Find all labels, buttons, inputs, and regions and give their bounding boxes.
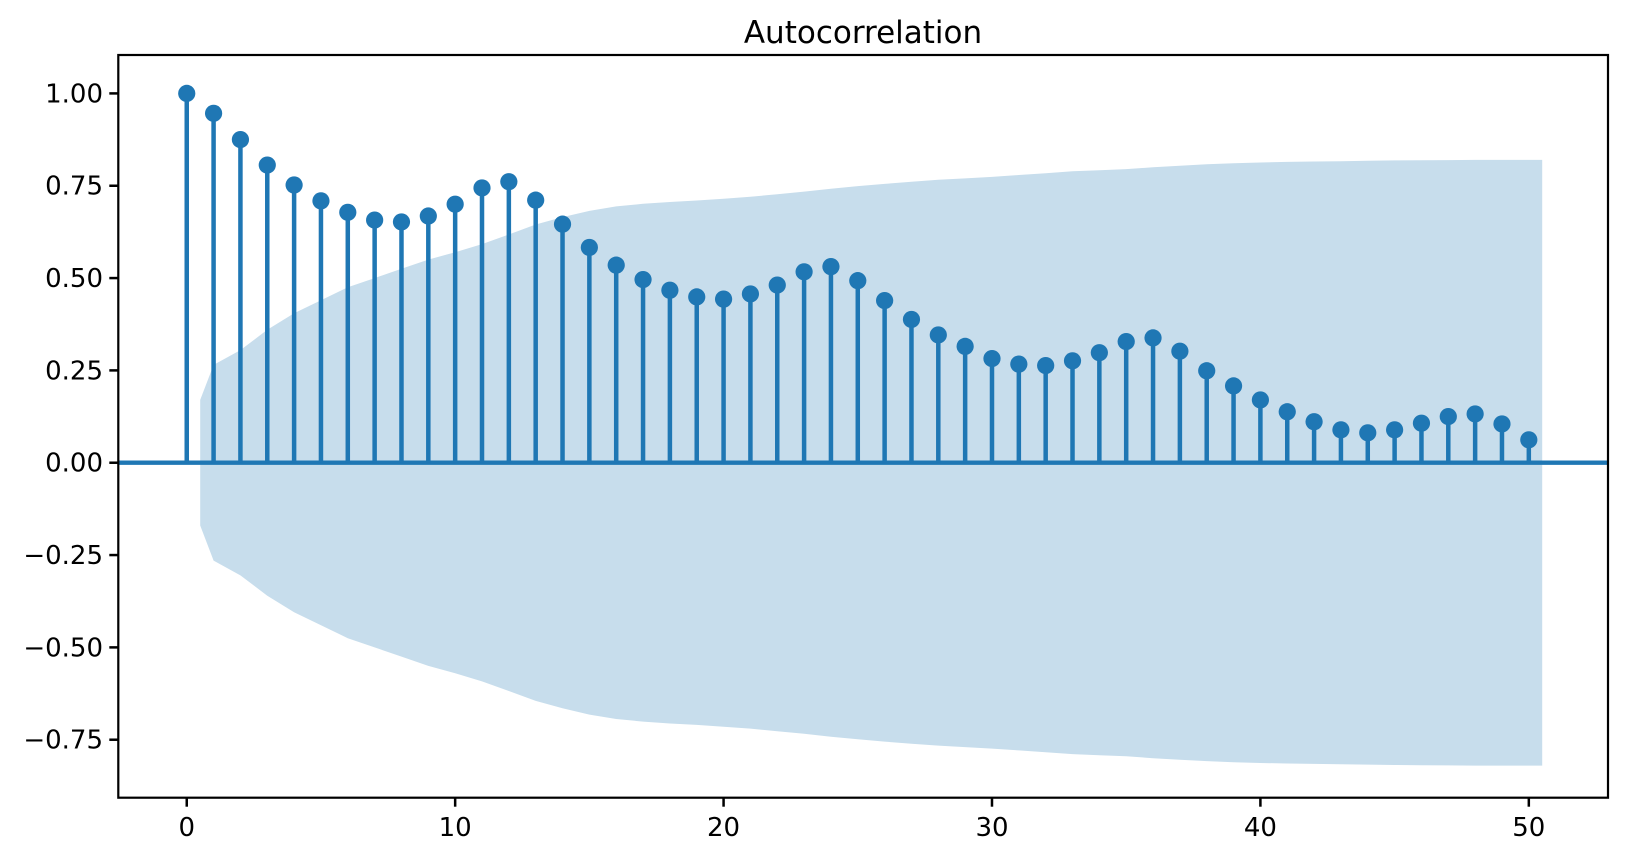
marker-lag-8 xyxy=(392,213,411,231)
marker-lag-37 xyxy=(1171,342,1189,360)
marker-lag-24 xyxy=(822,258,840,276)
marker-lag-23 xyxy=(795,263,813,281)
y-tick-label--0.25: −0.25 xyxy=(23,541,103,571)
axes xyxy=(109,53,1610,807)
marker-lag-26 xyxy=(876,291,894,310)
marker-lag-25 xyxy=(849,272,867,290)
marker-lag-33 xyxy=(1063,352,1082,370)
marker-lag-35 xyxy=(1117,332,1135,351)
marker-lag-15 xyxy=(580,238,598,257)
y-tick-label--0.5: −0.50 xyxy=(23,633,103,663)
marker-lag-45 xyxy=(1386,421,1404,439)
marker-lag-31 xyxy=(1010,355,1028,373)
marker-lag-48 xyxy=(1466,405,1484,423)
marker-lag-17 xyxy=(634,270,652,289)
marker-lag-12 xyxy=(500,173,518,191)
y-tick-label-0.25: 0.25 xyxy=(45,356,103,386)
marker-lag-32 xyxy=(1037,356,1055,375)
marker-lag-13 xyxy=(527,191,545,209)
marker-lag-29 xyxy=(956,337,974,355)
tick-labels: 0 10 20 30 40 50 1.00 0.75 0.50 0.25 0.00 −0.25 −0.5… xyxy=(23,79,1545,843)
y-tick-label-0.5: 0.50 xyxy=(45,264,103,294)
y-tick-label-1: 1.00 xyxy=(45,79,103,109)
marker-lag-44 xyxy=(1359,424,1377,442)
marker-lag-42 xyxy=(1305,413,1323,431)
marker-lag-47 xyxy=(1439,407,1457,426)
chart-title: Autocorrelation xyxy=(744,15,982,51)
marker-lag-19 xyxy=(688,288,706,306)
marker-lag-50 xyxy=(1520,431,1538,449)
marker-lag-10 xyxy=(446,195,464,213)
marker-lag-16 xyxy=(607,256,625,274)
marker-lag-5 xyxy=(312,192,330,210)
marker-lag-49 xyxy=(1493,415,1511,433)
marker-lag-18 xyxy=(661,281,679,299)
marker-lag-7 xyxy=(366,211,384,229)
marker-lag-21 xyxy=(741,285,760,303)
marker-lag-30 xyxy=(983,349,1001,368)
marker-lag-6 xyxy=(339,203,357,221)
marker-lag-28 xyxy=(929,326,947,344)
marker-lag-11 xyxy=(473,179,491,197)
marker-lag-2 xyxy=(231,130,250,149)
marker-lag-46 xyxy=(1412,414,1431,432)
y-tick-label-0: 0.00 xyxy=(45,449,103,479)
marker-lag-3 xyxy=(258,156,276,174)
x-tick-label-40: 40 xyxy=(1244,813,1277,843)
marker-lag-38 xyxy=(1198,362,1216,380)
marker-lag-9 xyxy=(419,207,437,225)
marker-lag-22 xyxy=(768,276,786,294)
axes-box xyxy=(117,53,1610,799)
x-tick-label-10: 10 xyxy=(439,813,472,843)
marker-lag-0 xyxy=(178,84,196,103)
marker-lag-4 xyxy=(285,176,303,194)
marker-lag-1 xyxy=(204,104,223,122)
x-tick-label-20: 20 xyxy=(707,813,740,843)
marker-lag-43 xyxy=(1332,421,1350,439)
marker-lag-40 xyxy=(1251,391,1270,409)
stems xyxy=(184,93,1532,463)
marker-lag-34 xyxy=(1090,344,1108,362)
x-tick-label-30: 30 xyxy=(975,813,1008,843)
marker-lag-39 xyxy=(1224,377,1243,395)
marker-lag-14 xyxy=(553,215,572,233)
marker-lag-27 xyxy=(902,310,921,329)
marker-lag-41 xyxy=(1278,403,1296,421)
y-tick-label-0.75: 0.75 xyxy=(45,172,103,202)
marker-lag-20 xyxy=(714,290,733,308)
x-tick-label-50: 50 xyxy=(1512,813,1545,843)
marker-lag-36 xyxy=(1144,329,1162,347)
y-tick-label--0.75: −0.75 xyxy=(23,726,103,756)
markers xyxy=(178,84,1538,449)
x-tick-label-0: 0 xyxy=(178,813,195,843)
